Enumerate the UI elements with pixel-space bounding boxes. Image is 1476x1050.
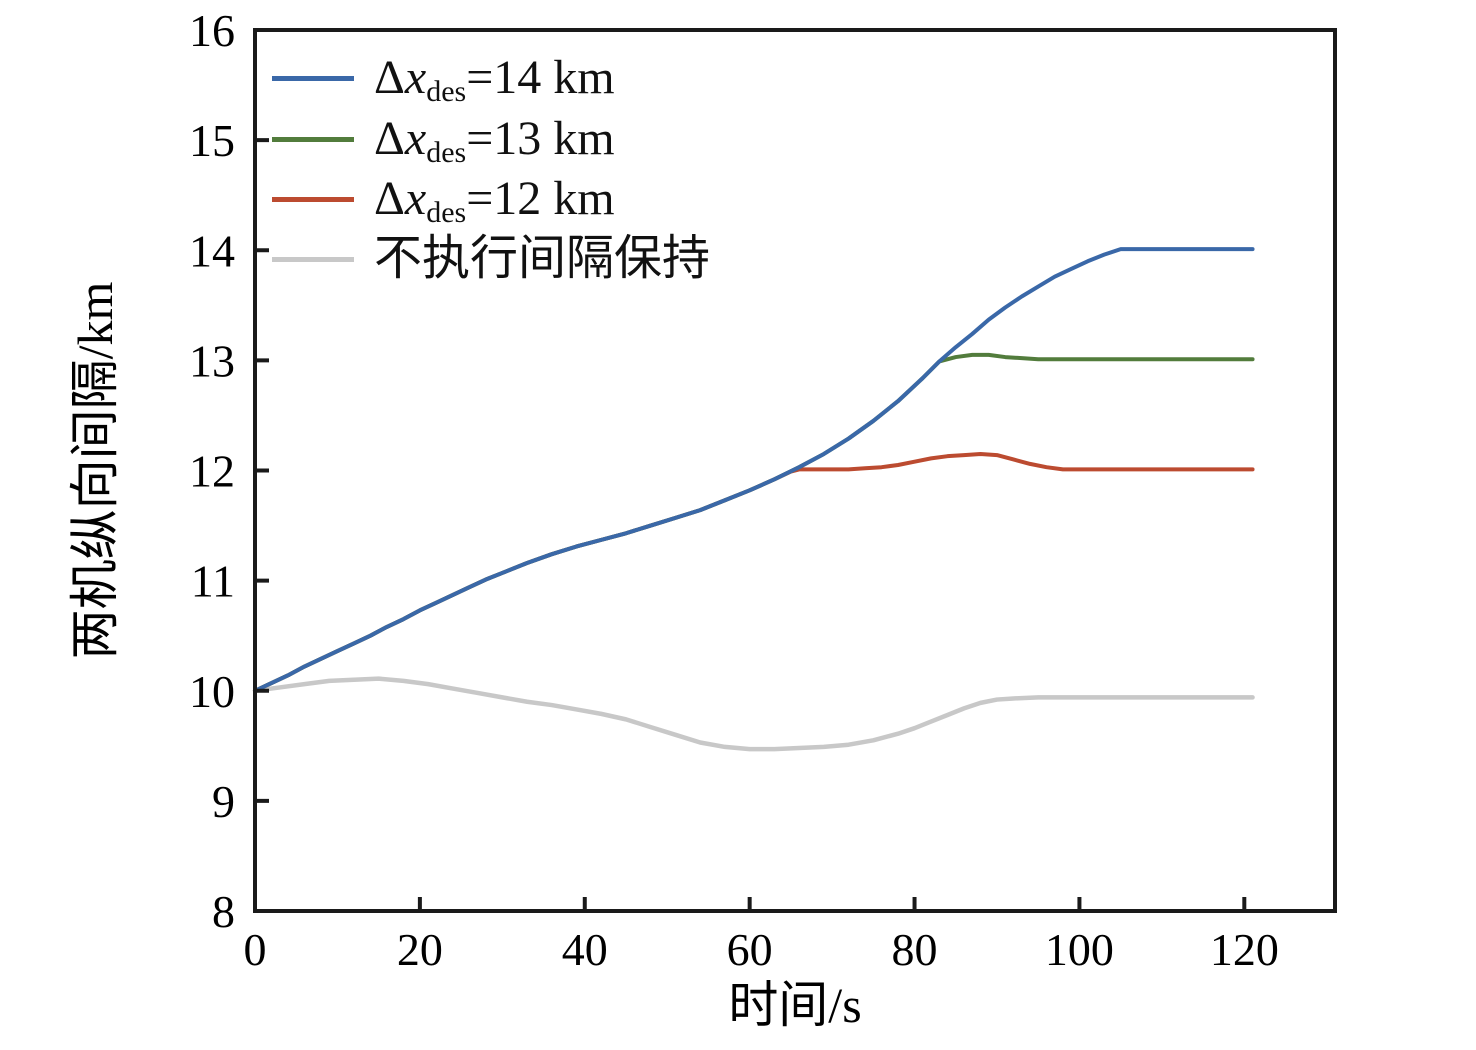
y-tick-label: 11: [191, 556, 235, 607]
series-line-dx14: [253, 247, 1255, 693]
x-tick-label: 40: [562, 924, 608, 975]
x-tick-label: 120: [1210, 924, 1279, 975]
y-tick-label: 14: [189, 225, 235, 276]
y-tick-label: 13: [189, 335, 235, 386]
y-tick-label: 16: [189, 5, 235, 56]
legend-label-dx14: Δxdes=14 km: [374, 51, 615, 108]
y-tick-label: 8: [212, 886, 235, 937]
legend-label-no_keep: 不执行间隔保持: [374, 232, 711, 285]
x-tick-label: 80: [892, 924, 938, 975]
y-tick-label: 12: [189, 446, 235, 497]
legend-label-dx12: Δxdes=12 km: [374, 172, 615, 229]
legend-swatch-dx13: [272, 136, 354, 142]
legend-entry-dx14: Δxdes=14 km: [272, 48, 615, 108]
x-tick-label: 60: [727, 924, 773, 975]
legend-swatch-dx12: [272, 196, 354, 202]
y-tick-label: 10: [189, 666, 235, 717]
x-tick-label: 100: [1045, 924, 1114, 975]
x-axis-title: 时间/s: [728, 977, 861, 1033]
y-tick-label: 15: [189, 115, 235, 166]
x-tick-label: 0: [244, 924, 267, 975]
legend-entry-dx13: Δxdes=13 km: [272, 109, 615, 169]
series-line-dx13: [253, 352, 1255, 693]
legend-label-dx13: Δxdes=13 km: [374, 112, 615, 169]
legend-swatch-dx14: [272, 75, 354, 81]
x-tick-label: 20: [397, 924, 443, 975]
legend-swatch-no_keep: [272, 256, 354, 262]
y-tick-label: 9: [212, 776, 235, 827]
legend-entry-no_keep: 不执行间隔保持: [272, 229, 710, 289]
series-line-no_keep: [252, 676, 1255, 752]
y-axis-title: 两机纵向间隔/km: [67, 282, 123, 660]
legend-entry-dx12: Δxdes=12 km: [272, 169, 615, 229]
